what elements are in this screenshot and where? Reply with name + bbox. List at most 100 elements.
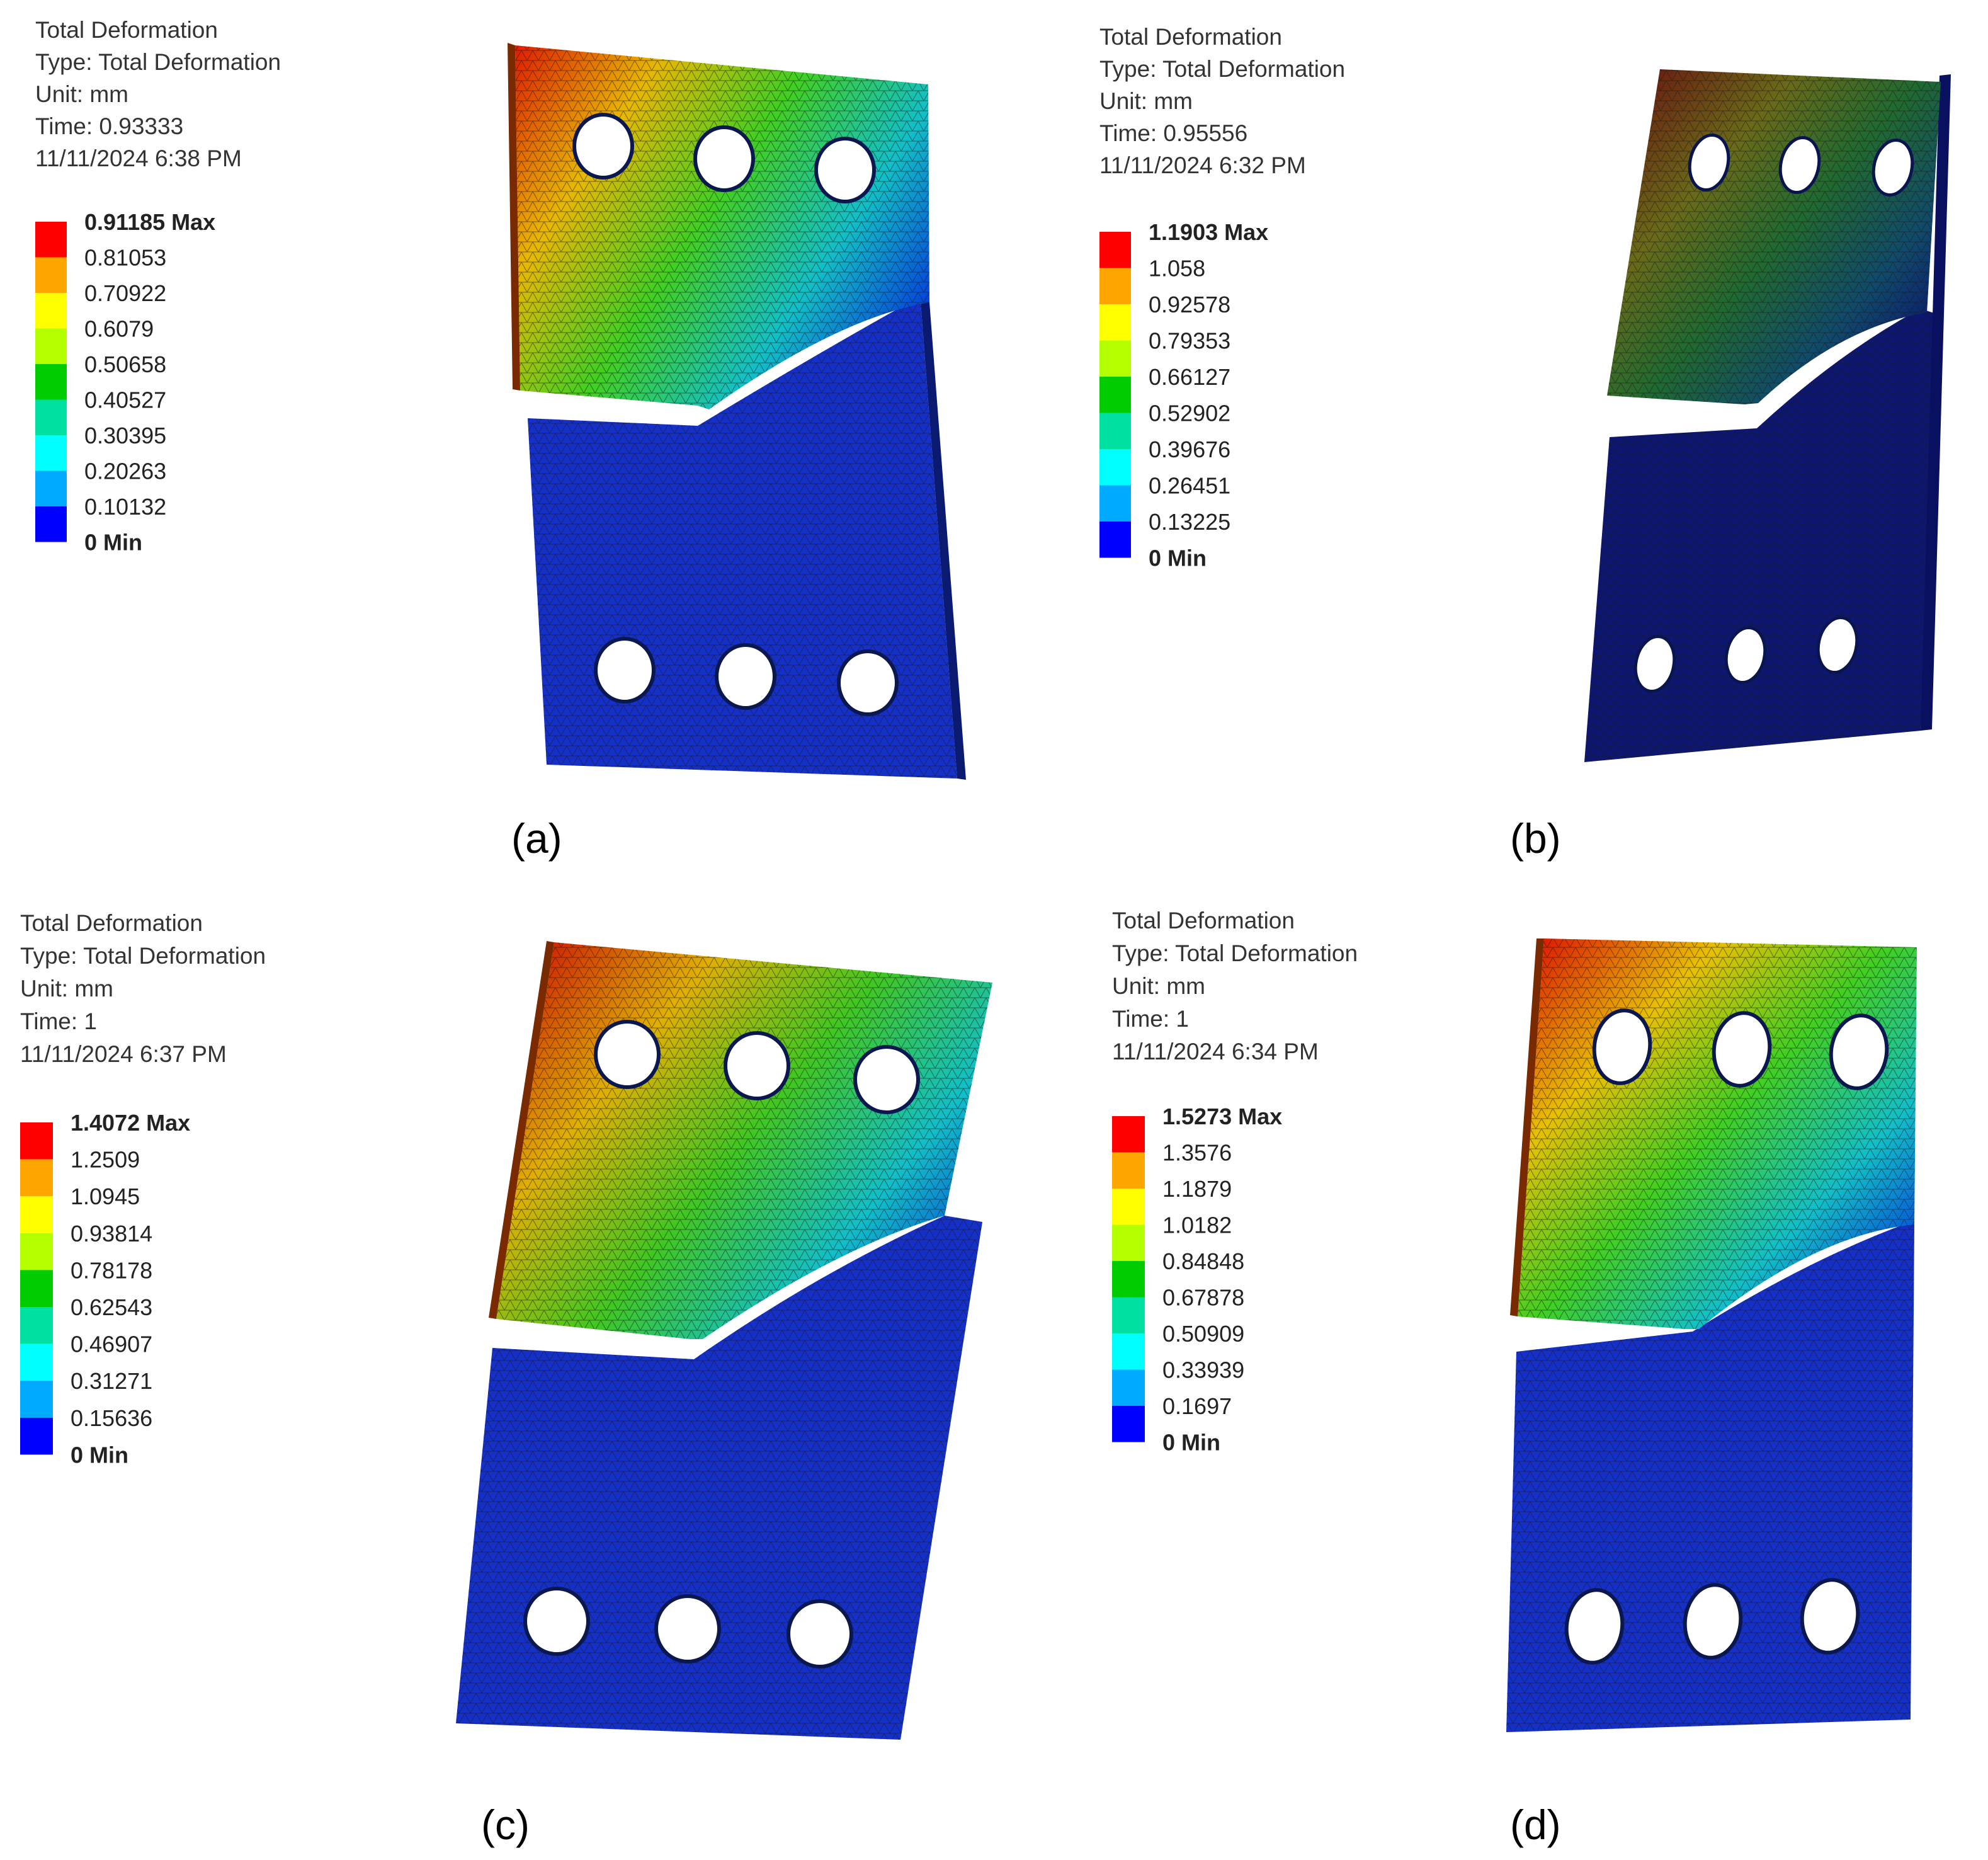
panel-c-legend: 1.4072 Max 1.2509 1.0945 0.93814 0.78178 0.62… [20,1110,190,1468]
panel-d-legend-band-9 [1112,1406,1145,1442]
panel-b-legend-label-9: 0.13225 [1149,509,1230,535]
panel-c-legend-band-3 [20,1196,53,1233]
panel-b-legend: 1.1903 Max 1.058 0.92578 0.79353 0.66127 0.52… [1099,219,1268,571]
panel-d-title: Total Deformation [1112,908,1295,933]
panel-a-legend-band-1 [35,222,67,258]
panel-d-legend: 1.5273 Max 1.3576 1.1879 1.0182 0.84848 0.678… [1112,1104,1282,1456]
panel-b-legend-band-5 [1099,377,1131,413]
panel-c-legend-label-8: 0.31271 [71,1368,152,1394]
panel-a-legend-band-8 [35,471,67,506]
panel-a-legend-label-3: 0.70922 [84,280,166,306]
panel-b-time: Time: 0.95556 [1099,120,1247,146]
panel-a-legend-label-10: 0 Min [84,530,142,556]
panel-a-legend-band-9 [35,506,67,542]
panel-d-time: Time: 1 [1112,1006,1189,1032]
panel-a-legend-label-1: 0.91185 Max [84,209,215,235]
panel-b-legend-label-6: 0.52902 [1149,401,1230,426]
panel-c-info: Total Deformation Type: Total Deformatio… [20,910,266,1067]
panel-b-date: 11/11/2024 6:32 PM [1099,152,1306,178]
panel-c-time: Time: 1 [20,1008,97,1034]
panel-c-legend-label-4: 0.93814 [71,1221,152,1247]
panel-b-legend-label-1: 1.1903 Max [1149,219,1268,245]
panel-a-info: Total Deformation Type: Total Deformatio… [35,17,281,171]
panel-d-legend-band-7 [1112,1333,1145,1370]
panel-b-legend-band-4 [1099,340,1131,377]
panel-c-legend-band-8 [20,1381,53,1418]
panel-c-type: Type: Total Deformation [20,943,266,969]
panel-b-legend-label-4: 0.79353 [1149,328,1230,354]
panel-c-legend-band-6 [20,1307,53,1344]
panel-c-legend-band-1 [20,1122,53,1160]
panel-c-legend-label-3: 1.0945 [71,1184,140,1209]
panel-a-legend-label-7: 0.30395 [84,423,166,448]
panel-c-legend-band-9 [20,1417,53,1455]
panel-a-legend-label-9: 0.10132 [84,494,166,520]
panel-d-legend-band-6 [1112,1297,1145,1333]
panel-d-legend-label-10: 0 Min [1162,1430,1220,1456]
panel-a-date: 11/11/2024 6:38 PM [35,145,242,171]
panel-c-legend-band-7 [20,1344,53,1381]
panel-c-bolt-holes [523,1020,920,1669]
panel-b-legend-label-10: 0 Min [1149,545,1207,571]
panel-d-date: 11/11/2024 6:34 PM [1112,1039,1319,1064]
panel-a-legend-band-6 [35,399,67,435]
panel-d-legend-label-5: 0.84848 [1162,1248,1244,1274]
panel-b-legend-band-9 [1099,522,1131,558]
panel-d-legend-label-8: 0.33939 [1162,1357,1244,1383]
panel-d-plate [1506,939,1917,1732]
panel-a-legend-band-4 [35,328,67,364]
panel-b-legend-band-6 [1099,413,1131,449]
panel-a-label: (a) [511,815,562,862]
panel-d-legend-label-1: 1.5273 Max [1162,1104,1282,1129]
panel-c-legend-band-2 [20,1159,53,1197]
panel-d-type: Type: Total Deformation [1112,940,1358,966]
panel-c-unit: Unit: mm [20,976,113,1001]
panel-c-legend-band-5 [20,1270,53,1307]
panel-b-title: Total Deformation [1099,24,1282,50]
panel-b-label: (b) [1510,815,1561,862]
panel-c-legend-label-10: 0 Min [71,1442,128,1468]
panel-d-unit: Unit: mm [1112,973,1205,999]
panel-a-legend-band-5 [35,364,67,400]
panel-b-info: Total Deformation Type: Total Deformatio… [1099,24,1345,178]
panel-b-plate [1584,69,1951,762]
panel-a-legend-label-8: 0.20263 [84,459,166,484]
panel-c-plate [456,941,992,1740]
panel-a-plate [508,43,966,780]
panel-b-legend-band-3 [1099,304,1131,341]
panel-d-legend-band-5 [1112,1261,1145,1298]
panel-a-legend-band-3 [35,293,67,329]
panel-d-legend-label-3: 1.1879 [1162,1176,1232,1202]
panel-c-label: (c) [481,1801,530,1848]
panel-d-legend-label-7: 0.50909 [1162,1321,1244,1347]
panel-a-legend-label-5: 0.50658 [84,351,166,377]
panel-d-legend-label-2: 1.3576 [1162,1140,1232,1166]
panel-d-label: (d) [1510,1801,1561,1848]
panel-b: Total Deformation Type: Total Deformatio… [1099,24,1951,862]
panel-d: Total Deformation Type: Total Deformatio… [1112,908,1917,1848]
panel-d-legend-label-9: 0.1697 [1162,1393,1232,1419]
panel-a-legend-label-2: 0.81053 [84,245,166,271]
panel-b-legend-label-3: 0.92578 [1149,292,1230,317]
panel-b-type: Type: Total Deformation [1099,56,1345,82]
panel-a: Total Deformation Type: Total Deformatio… [35,17,966,862]
panel-d-legend-band-4 [1112,1224,1145,1261]
panel-b-legend-label-7: 0.39676 [1149,436,1230,462]
panel-c-legend-label-1: 1.4072 Max [71,1110,190,1136]
panel-c-legend-label-6: 0.62543 [71,1294,152,1320]
panel-a-title: Total Deformation [35,17,218,43]
panel-c-legend-label-5: 0.78178 [71,1257,152,1283]
panel-d-info: Total Deformation Type: Total Deformatio… [1112,908,1358,1064]
panel-d-bolt-holes [1564,1008,1889,1665]
panel-a-legend-band-2 [35,257,67,293]
panel-b-bolt-holes [1633,134,1914,693]
panel-a-type: Type: Total Deformation [35,49,281,75]
panel-a-legend: 0.91185 Max 0.81053 0.70922 0.6079 0.50658 0.… [35,209,215,556]
panel-c-legend-label-7: 0.46907 [71,1332,152,1357]
panel-a-legend-label-4: 0.6079 [84,316,154,342]
panel-a-legend-label-6: 0.40527 [84,387,166,413]
panel-d-legend-band-1 [1112,1116,1145,1153]
panel-b-legend-band-8 [1099,485,1131,522]
panel-c-date: 11/11/2024 6:37 PM [20,1041,227,1067]
panel-d-legend-label-6: 0.67878 [1162,1285,1244,1311]
